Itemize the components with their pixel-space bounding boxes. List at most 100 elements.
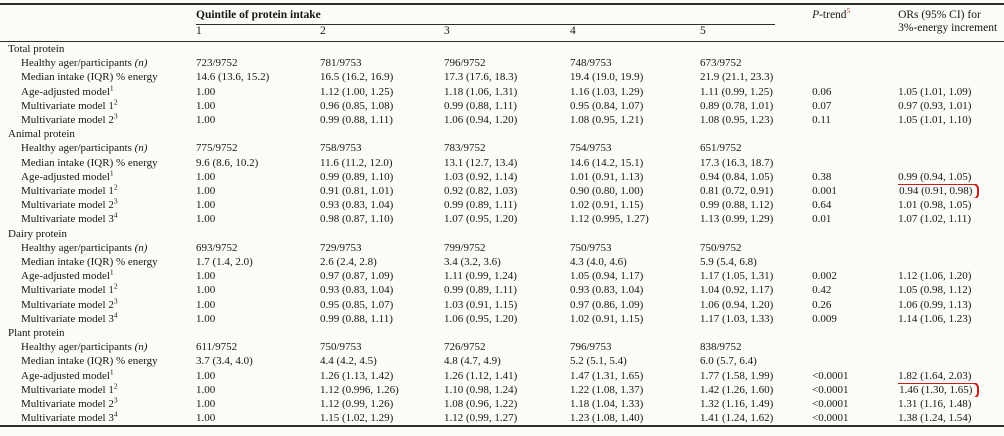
row-label: Age-adjusted model1 [21, 84, 114, 98]
or-value: 1.31 (1.16, 1.48) [898, 398, 972, 411]
header-row-2: 1 2 3 4 5 [0, 25, 1004, 42]
highlighted-or-value: 0.94 (0.91, 0.98) [898, 184, 980, 199]
quintile-value-cell: 1.42 (1.26, 1.60) [700, 383, 774, 396]
quintile-value-cell: 1.26 (1.13, 1.42) [320, 369, 394, 382]
or-cell: 1.01 (0.98, 1.05) [898, 198, 1004, 212]
row-label: Multivariate model 12 [21, 98, 118, 112]
quintile-value-cell: 1.06 (0.94, 1.20) [444, 114, 518, 127]
data-row: Multivariate model 12 1.00 0.93 (0.83, 1.0… [0, 283, 1004, 297]
row-label: Multivariate model 23 [21, 397, 118, 411]
quintile-value-cell: 5.2 (5.1, 5.4) [570, 355, 627, 368]
or-cell: 1.05 (1.01, 1.10) [898, 113, 1004, 127]
quintile-value-cell: 783/9752 [444, 142, 486, 155]
quintile-value-cell: 1.00 [196, 170, 216, 183]
quintile-value-cell: 1.00 [196, 398, 216, 411]
p-trend-cell: 0.001 [812, 185, 837, 198]
quintile-value-cell: 1.06 (0.94, 1.20) [700, 298, 774, 311]
quintile-value-cell: 1.00 [196, 114, 216, 127]
quintile-value-cell: 1.18 (1.04, 1.33) [570, 398, 644, 411]
row-label: Healthy ager/participants (n) [21, 142, 148, 155]
or-value: 1.05 (0.98, 1.12) [898, 284, 972, 297]
quintile-value-cell: 1.02 (0.91, 1.15) [570, 312, 644, 325]
quintile-value-cell: 1.00 [196, 185, 216, 198]
quintile-value-cell: 1.7 (1.4, 2.0) [196, 256, 253, 269]
or-cell [898, 156, 1004, 170]
quintile-value-cell: 11.6 (11.2, 12.0) [320, 156, 393, 169]
p-trend-cell: 0.002 [812, 270, 837, 283]
or-value: 0.99 (0.94, 1.05) [898, 170, 972, 183]
quintile-value-cell: 1.12 (0.996, 1.26) [320, 383, 399, 396]
row-label: Healthy ager/participants (n) [21, 241, 148, 254]
quintile-value-cell: 1.47 (1.31, 1.65) [570, 369, 644, 382]
quintile-value-cell: 1.08 (0.95, 1.21) [570, 114, 644, 127]
quintile-value-cell: 0.99 (0.89, 1.10) [320, 170, 394, 183]
quintile-value-cell: 0.98 (0.87, 1.10) [320, 213, 394, 226]
or-cell [898, 141, 1004, 155]
row-label: Healthy ager/participants (n) [21, 341, 148, 354]
data-row: Healthy ager/participants (n) 693/9752 729… [0, 241, 1004, 255]
data-row: Multivariate model 12 1.00 1.12 (0.996, 1.… [0, 382, 1004, 398]
quintile-value-cell: 0.93 (0.83, 1.04) [320, 284, 394, 297]
p-trend-cell: <0.0001 [812, 369, 849, 382]
data-row: Age-adjusted model1 1.00 1.26 (1.13, 1.42)… [0, 369, 1004, 383]
quintile-value-cell: 19.4 (19.0, 19.9) [570, 71, 644, 84]
or-cell: 1.31 (1.16, 1.48) [898, 397, 1004, 411]
data-row: Median intake (IQR) % energy 3.7 (3.4, 4.… [0, 354, 1004, 368]
quintile-value-cell: 796/9753 [570, 341, 612, 354]
quintile-value-cell: 1.12 (1.00, 1.25) [320, 85, 394, 98]
p-trend-cell: 0.38 [812, 170, 832, 183]
quintile-value-cell: 0.93 (0.83, 1.04) [320, 199, 394, 212]
quintile-value-cell: 1.00 [196, 298, 216, 311]
data-row: Median intake (IQR) % energy 1.7 (1.4, 2.… [0, 255, 1004, 269]
quintile-value-cell: 1.05 (0.94, 1.17) [570, 270, 644, 283]
or-value: 1.82 (1.64, 2.03) [898, 369, 972, 382]
quintile-value-cell: 0.90 (0.80, 1.00) [570, 185, 644, 198]
quintile-value-cell: 2.6 (2.4, 2.8) [320, 256, 377, 269]
quintile-value-cell: 17.3 (16.3, 18.7) [700, 156, 774, 169]
quintile-value-cell: 838/9752 [700, 341, 742, 354]
row-label: Multivariate model 34 [21, 212, 118, 226]
p-trend-cell: 0.26 [812, 298, 832, 311]
quintile-value-cell: 0.99 (0.88, 1.11) [444, 99, 517, 112]
or-cell: 1.05 (1.01, 1.09) [898, 85, 1004, 99]
data-row: Age-adjusted model1 1.00 1.12 (1.00, 1.25)… [0, 85, 1004, 99]
p-trend-footnote-marker: 5 [846, 6, 851, 16]
footnote-marker: 4 [113, 411, 118, 419]
quintile-value-cell: 781/9753 [320, 57, 362, 70]
footnote-marker: 1 [109, 169, 114, 178]
quintile-col-2: 2 [320, 25, 326, 37]
p-trend-cell [812, 141, 898, 155]
p-trend-cell: <0.0001 [812, 412, 849, 425]
data-row: Age-adjusted model1 1.00 0.99 (0.89, 1.10)… [0, 170, 1004, 184]
quintile-value-cell: 4.3 (4.0, 4.6) [570, 256, 627, 269]
data-row: Median intake (IQR) % energy 14.6 (13.6, … [0, 70, 1004, 84]
or-value: 1.38 (1.24, 1.54) [898, 412, 972, 425]
quintile-value-cell: 1.10 (0.98, 1.24) [444, 383, 518, 396]
quintile-value-cell: 1.00 [196, 99, 216, 112]
quintile-value-cell: 0.99 (0.88, 1.12) [700, 199, 774, 212]
row-label: Multivariate model 23 [21, 113, 118, 127]
p-trend-rest: -trend [819, 9, 847, 21]
quintile-value-cell: 4.8 (4.7, 4.9) [444, 355, 501, 368]
data-row: Median intake (IQR) % energy 9.6 (8.6, 10… [0, 156, 1004, 170]
or-cell: 1.38 (1.24, 1.54) [898, 411, 1004, 426]
table-body: Total protein Healthy ager/participants (… [0, 42, 1004, 427]
quintile-col-5: 5 [700, 25, 706, 37]
quintile-value-cell: 1.00 [196, 312, 216, 325]
quintile-value-cell: 9.6 (8.6, 10.2) [196, 156, 259, 169]
quintile-value-cell: 3.4 (3.2, 3.6) [444, 256, 501, 269]
or-cell: 0.97 (0.93, 1.01) [898, 99, 1004, 113]
or-value: 0.97 (0.93, 1.01) [898, 99, 972, 112]
quintile-value-cell: 0.99 (0.88, 1.11) [320, 312, 393, 325]
or-cell: 1.82 (1.64, 2.03) [898, 369, 1004, 383]
p-trend-cell [812, 156, 898, 170]
row-label-italic: (n) [131, 341, 148, 354]
quintile-value-cell: 0.99 (0.88, 1.11) [320, 114, 393, 127]
section-title: Plant protein [8, 327, 65, 340]
quintile-col-3: 3 [444, 25, 450, 37]
or-cell: 1.07 (1.02, 1.11) [898, 212, 1004, 226]
quintile-value-cell: 1.08 (0.96, 1.22) [444, 398, 518, 411]
quintile-value-cell: 13.1 (12.7, 13.4) [444, 156, 518, 169]
quintile-value-cell: 1.02 (0.91, 1.15) [570, 199, 644, 212]
quintile-value-cell: 1.00 [196, 270, 216, 283]
